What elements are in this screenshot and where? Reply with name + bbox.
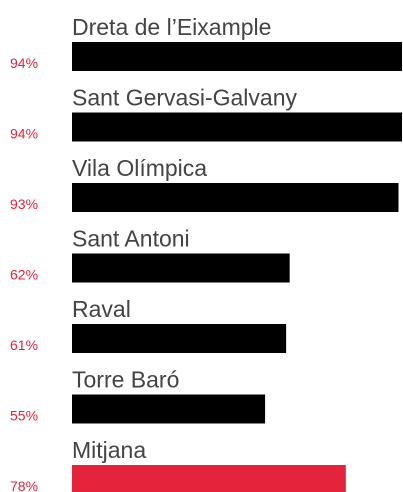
category-label: Dreta de l’Eixample — [72, 14, 271, 40]
value-label: 93% — [10, 196, 38, 212]
category-label: Vila Olímpica — [72, 155, 207, 181]
bar — [72, 112, 402, 142]
value-label: 61% — [10, 337, 38, 353]
category-label: Sant Antoni — [72, 226, 190, 252]
bar — [72, 394, 266, 424]
value-label: 94% — [10, 55, 38, 71]
category-label: Sant Gervasi-Galvany — [72, 85, 297, 111]
category-label: Mitjana — [72, 437, 146, 463]
category-label: Torre Baró — [72, 367, 179, 393]
bar — [72, 465, 346, 492]
value-label: 94% — [10, 126, 38, 142]
value-label: 55% — [10, 408, 38, 424]
value-label: 78% — [10, 478, 38, 492]
bar — [72, 42, 402, 71]
category-label: Raval — [72, 296, 131, 322]
bar — [72, 183, 399, 212]
bar — [72, 253, 290, 283]
bar — [72, 324, 287, 353]
value-label: 62% — [10, 267, 38, 283]
